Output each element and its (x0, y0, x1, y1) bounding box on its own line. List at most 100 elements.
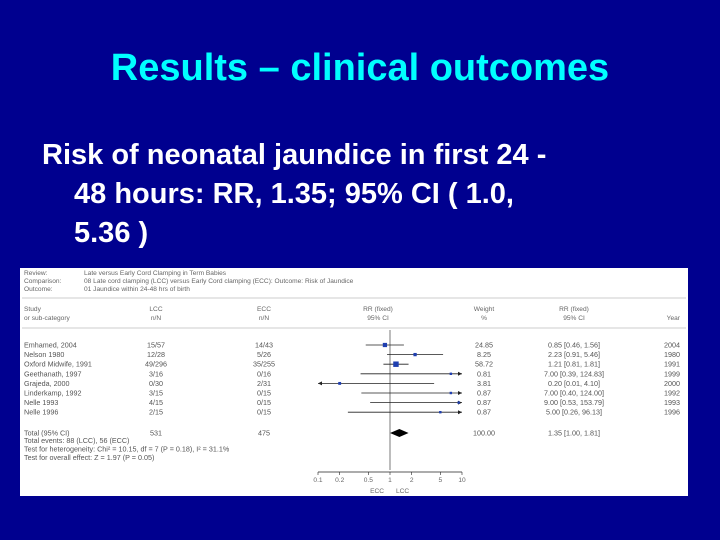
footer-line: Total events: 88 (LCC), 56 (ECC) (24, 436, 129, 445)
study-lcc: 2/15 (149, 408, 163, 417)
study-ci-text: 0.20 [0.01, 4.10] (548, 379, 600, 388)
ci-arrow-right (458, 391, 462, 395)
column-header-rr_ci: 95% CI (563, 315, 585, 322)
study-name: Linderkamp, 1992 (24, 389, 82, 398)
study-ci-text: 1.21 [0.81, 1.81] (548, 360, 600, 369)
column-header-lcc: LCC (149, 306, 162, 313)
column-header-weight: Weight (474, 306, 495, 313)
meta-value: 08 Late cord clamping (LCC) versus Early… (84, 278, 354, 285)
study-lcc: 49/296 (145, 360, 167, 369)
column-header-ecc: ECC (257, 306, 271, 313)
meta-label: Review: (24, 270, 48, 277)
study-ecc: 5/26 (257, 350, 271, 359)
study-weight: 3.81 (477, 379, 491, 388)
study-ci-text: 0.85 [0.46, 1.56] (548, 341, 600, 350)
ci-arrow-left (318, 381, 322, 386)
x-axis-tick-label: 5 (438, 477, 442, 484)
meta-value: 01 Jaundice within 24-48 hrs of birth (84, 286, 190, 293)
axis-label-left: ECC (370, 488, 384, 495)
study-name: Nelson 1980 (24, 350, 64, 359)
study-point-square (413, 352, 417, 357)
study-point-square (457, 401, 460, 404)
column-header-rr_ci: RR (fixed) (559, 306, 589, 313)
study-year: 1980 (664, 350, 680, 359)
study-point-square (382, 342, 388, 348)
axis-label-right: LCC (396, 488, 409, 495)
study-name: Nelle 1996 (24, 408, 58, 417)
x-axis-tick-label: 0.2 (335, 477, 344, 484)
study-ci-text: 5.00 [0.26, 96.13] (546, 408, 602, 417)
study-point-square (338, 381, 342, 385)
study-name: Grajeda, 2000 (24, 379, 70, 388)
study-year: 1993 (664, 398, 680, 407)
study-lcc: 4/15 (149, 398, 163, 407)
study-ecc: 0/16 (257, 369, 271, 378)
study-ecc: 2/31 (257, 379, 271, 388)
meta-label: Comparison: (24, 278, 62, 285)
study-weight: 8.25 (477, 350, 491, 359)
study-lcc: 3/16 (149, 369, 163, 378)
study-weight: 0.87 (477, 408, 491, 417)
study-ci-text: 9.00 [0.53, 153.79] (544, 398, 604, 407)
ci-arrow-right (458, 371, 462, 376)
meta-label: Outcome: (24, 286, 53, 293)
total-lcc: 531 (150, 429, 162, 438)
study-weight: 0.87 (477, 398, 491, 407)
study-weight: 58.72 (475, 360, 493, 369)
total-ci-text: 1.35 [1.00, 1.81] (548, 429, 600, 438)
total-label: Total (95% CI) (24, 429, 70, 438)
study-ci-text: 7.00 [0.40, 124.00] (544, 389, 604, 398)
x-axis-tick-label: 2 (410, 477, 414, 484)
study-weight: 24.85 (475, 341, 493, 350)
total-ecc: 475 (258, 429, 270, 438)
body-line-3: 5.36 ) (74, 217, 149, 249)
study-point-square (449, 391, 453, 395)
study-ecc: 0/15 (257, 408, 271, 417)
column-header-lcc: n/N (151, 315, 161, 322)
study-ci-text: 2.23 [0.91, 5.46] (548, 350, 600, 359)
footer-line: Test for overall effect: Z = 1.97 (P = 0… (24, 453, 154, 462)
footer-line: Test for heterogeneity: Chi² = 10.15, df… (24, 445, 230, 454)
meta-value: Late versus Early Cord Clamping in Term … (84, 270, 227, 277)
study-name: Emhamed, 2004 (24, 341, 77, 350)
study-lcc: 0/30 (149, 379, 163, 388)
column-header-study: or sub-category (24, 315, 71, 322)
x-axis-tick-label: 0.5 (364, 477, 373, 484)
study-ecc: 14/43 (255, 341, 273, 350)
study-lcc: 15/57 (147, 341, 165, 350)
x-axis-tick-label: 10 (458, 477, 466, 484)
study-name: Geethanath, 1997 (24, 369, 82, 378)
study-point-square (439, 410, 442, 414)
column-header-rr_plot: 95% CI (367, 315, 389, 322)
study-ecc: 35/255 (253, 360, 275, 369)
study-name: Nelle 1993 (24, 398, 58, 407)
study-weight: 0.87 (477, 389, 491, 398)
study-year: 1996 (664, 408, 680, 417)
total-diamond (390, 429, 409, 437)
study-year: 1992 (664, 389, 680, 398)
column-header-rr_plot: RR (fixed) (363, 306, 393, 313)
slide-title: Results – clinical outcomes (110, 47, 610, 89)
study-ecc: 0/15 (257, 398, 271, 407)
x-axis-tick-label: 1 (388, 477, 392, 484)
column-header-ecc: n/N (259, 315, 269, 322)
study-point-square (449, 372, 453, 376)
study-year: 2000 (664, 379, 680, 388)
study-year: 1999 (664, 369, 680, 378)
study-year: 2004 (664, 341, 680, 350)
body-line-2: 48 hours: RR, 1.35; 95% CI ( 1.0, (74, 178, 514, 210)
column-header-weight: % (481, 315, 487, 322)
study-ci-text: 7.00 [0.39, 124.83] (544, 369, 604, 378)
forest-plot-figure: Review: Late versus Early Cord Clamping i… (20, 268, 688, 496)
study-lcc: 12/28 (147, 350, 165, 359)
study-lcc: 3/15 (149, 389, 163, 398)
column-header-year: Year (667, 315, 681, 322)
column-header-study: Study (24, 306, 42, 313)
study-ecc: 0/15 (257, 389, 271, 398)
slide-body-text: Risk of neonatal jaundice in first 24 - … (42, 136, 702, 253)
study-name: Oxford Midwife, 1991 (24, 360, 92, 369)
total-weight: 100.00 (473, 429, 495, 438)
ci-arrow-right (458, 410, 462, 415)
x-axis-tick-label: 0.1 (313, 477, 322, 484)
forest-plot-svg: Review: Late versus Early Cord Clamping i… (22, 270, 686, 495)
